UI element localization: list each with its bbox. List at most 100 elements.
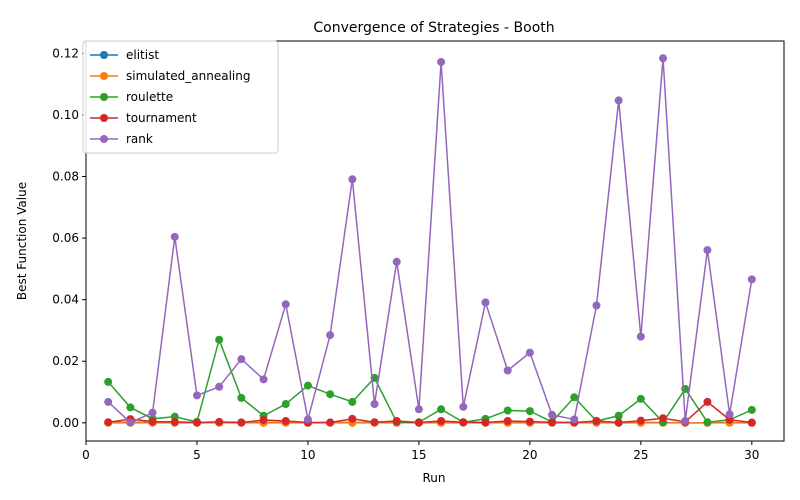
legend: elitist simulated_annealing roulette tourna…: [82, 40, 279, 154]
data-point-rank: [148, 408, 157, 417]
data-point-tournament: [215, 417, 224, 426]
data-point-roulette: [326, 390, 335, 399]
data-point-tournament: [281, 416, 290, 425]
data-point-roulette: [126, 403, 135, 412]
data-point-rank: [548, 410, 557, 419]
data-point-tournament: [614, 418, 623, 427]
data-point-rank: [370, 400, 379, 409]
data-point-rank: [392, 257, 401, 266]
data-point-roulette: [525, 407, 534, 416]
data-point-roulette: [437, 405, 446, 414]
data-point-rank: [104, 397, 113, 406]
y-tick-label: 0.04: [52, 293, 79, 307]
data-point-roulette: [503, 406, 512, 415]
data-point-rank: [703, 246, 712, 255]
data-point-rank: [348, 175, 357, 184]
data-point-rank: [281, 300, 290, 309]
data-point-tournament: [659, 414, 668, 423]
data-point-rank: [215, 382, 224, 391]
legend-item-simulated-annealing: simulated_annealing: [90, 69, 250, 83]
legend-label: rank: [126, 132, 153, 146]
data-point-roulette: [636, 394, 645, 403]
data-point-roulette: [614, 411, 623, 420]
data-point-rank: [237, 355, 246, 364]
legend-marker: [100, 135, 108, 143]
series-line-tournament: [108, 401, 752, 424]
y-tick-label: 0.10: [52, 108, 79, 122]
legend-label: roulette: [126, 90, 173, 104]
legend-marker: [100, 114, 108, 122]
data-point-rank: [259, 375, 268, 384]
data-point-roulette: [570, 393, 579, 402]
y-tick-label: 0.00: [52, 416, 79, 430]
data-point-rank: [303, 415, 312, 424]
data-point-rank: [592, 301, 601, 310]
data-point-tournament: [725, 415, 734, 424]
series-line-roulette: [107, 338, 753, 423]
data-point-tournament: [326, 418, 335, 427]
y-tick-label: 0.12: [52, 46, 79, 60]
y-axis-label: Best Function Value: [15, 182, 29, 300]
data-point-rank: [747, 275, 756, 284]
data-point-rank: [725, 410, 734, 419]
legend-label: tournament: [126, 111, 197, 125]
data-point-roulette: [703, 418, 712, 427]
data-point-rank: [570, 415, 579, 424]
x-axis: 0 5 10 15 20 25 30: [82, 441, 759, 462]
x-tick-label: 0: [82, 448, 90, 462]
legend-marker: [100, 72, 108, 80]
legend-marker: [100, 93, 108, 101]
data-point-tournament: [237, 418, 246, 427]
data-point-tournament: [636, 416, 645, 425]
x-tick-label: 20: [522, 448, 537, 462]
data-point-roulette: [237, 393, 246, 402]
legend-item-elitist: elitist: [90, 48, 159, 62]
data-point-rank: [459, 402, 468, 411]
data-point-roulette: [747, 405, 756, 414]
x-tick-label: 10: [300, 448, 315, 462]
data-point-tournament: [747, 418, 756, 427]
legend-label: elitist: [126, 48, 159, 62]
data-point-rank: [681, 416, 690, 425]
data-point-tournament: [503, 416, 512, 425]
data-point-rank: [659, 54, 668, 63]
data-point-tournament: [148, 417, 157, 426]
data-point-tournament: [170, 417, 179, 426]
plot-frame: [85, 40, 785, 442]
data-point-rank: [126, 418, 135, 427]
legend-item-tournament: tournament: [90, 111, 197, 125]
data-point-roulette: [104, 377, 113, 386]
series-roulette: [104, 335, 756, 427]
data-point-tournament: [592, 416, 601, 425]
data-point-tournament: [437, 416, 446, 425]
data-point-rank: [525, 348, 534, 357]
data-point-tournament: [525, 417, 534, 426]
chart-title: Convergence of Strategies - Booth: [313, 20, 554, 36]
data-point-tournament: [370, 418, 379, 427]
x-tick-label: 5: [193, 448, 201, 462]
data-point-roulette: [281, 400, 290, 409]
data-point-tournament: [348, 414, 357, 423]
data-point-rank: [614, 96, 623, 105]
data-point-tournament: [392, 416, 401, 425]
data-point-tournament: [104, 418, 113, 427]
plot-area: [104, 54, 756, 427]
y-tick-label: 0.08: [52, 169, 79, 183]
x-tick-label: 30: [744, 448, 759, 462]
x-tick-label: 25: [633, 448, 648, 462]
data-point-tournament: [459, 418, 468, 427]
x-tick-label: 15: [411, 448, 426, 462]
legend-item-roulette: roulette: [90, 90, 173, 104]
x-axis-label: Run: [422, 471, 445, 485]
data-point-tournament: [259, 416, 268, 425]
data-point-tournament: [481, 418, 490, 427]
legend-marker: [100, 51, 108, 59]
data-point-tournament: [192, 418, 201, 427]
data-point-rank: [636, 332, 645, 341]
data-point-rank: [326, 331, 335, 340]
data-point-roulette: [303, 381, 312, 390]
data-point-tournament: [548, 418, 557, 427]
data-point-rank: [437, 57, 446, 66]
y-tick-label: 0.06: [52, 231, 79, 245]
